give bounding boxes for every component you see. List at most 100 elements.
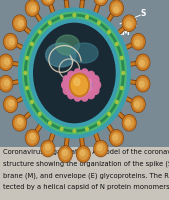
Circle shape [31,42,33,46]
Circle shape [86,15,88,19]
Circle shape [131,96,145,112]
Circle shape [60,127,63,131]
Circle shape [13,15,26,31]
Circle shape [1,57,10,68]
Circle shape [49,21,51,24]
Circle shape [42,0,54,5]
Circle shape [28,3,37,13]
Circle shape [70,81,76,89]
Circle shape [5,59,9,65]
Circle shape [112,3,121,13]
Circle shape [85,79,91,86]
Ellipse shape [56,35,79,55]
Text: RNA: RNA [35,79,51,85]
Circle shape [26,0,39,16]
Circle shape [94,141,108,157]
Circle shape [77,146,90,162]
Circle shape [132,34,144,49]
Ellipse shape [64,71,98,99]
Circle shape [135,40,140,46]
Circle shape [94,0,108,5]
Circle shape [114,7,119,12]
Circle shape [26,130,39,146]
Circle shape [74,93,81,101]
Circle shape [115,42,118,46]
Circle shape [110,131,123,145]
Circle shape [110,130,123,146]
Circle shape [43,143,52,154]
Circle shape [92,76,99,84]
Ellipse shape [71,43,98,63]
Circle shape [0,54,13,70]
Circle shape [18,21,23,26]
Circle shape [43,0,52,3]
Circle shape [96,0,105,3]
Circle shape [4,80,9,86]
Circle shape [28,133,37,143]
Bar [0,0,169,147]
Circle shape [63,86,70,94]
Circle shape [15,18,24,28]
Circle shape [140,60,144,66]
Circle shape [38,112,41,116]
Circle shape [139,81,144,87]
Ellipse shape [46,43,76,67]
Circle shape [63,150,67,156]
Circle shape [15,118,24,128]
Circle shape [134,36,143,47]
Circle shape [135,102,139,107]
Circle shape [0,76,13,92]
Circle shape [95,141,107,156]
Circle shape [112,133,121,143]
Circle shape [18,119,22,124]
Circle shape [4,34,17,49]
Circle shape [98,122,100,125]
Circle shape [1,78,10,89]
Circle shape [31,6,36,11]
Circle shape [74,78,80,86]
Circle shape [4,97,17,112]
Circle shape [80,87,86,94]
Circle shape [74,69,81,77]
Circle shape [122,15,136,31]
Circle shape [80,150,85,156]
Circle shape [63,76,70,84]
Circle shape [31,100,33,104]
Circle shape [42,141,54,156]
Circle shape [136,76,150,92]
Circle shape [24,71,27,75]
Circle shape [122,115,136,131]
Circle shape [125,18,134,28]
Circle shape [46,0,51,1]
Circle shape [108,30,110,34]
Text: brane (M), and envelope (E) glycoproteins. The RNA is pro-: brane (M), and envelope (E) glycoprotein… [3,172,169,179]
Circle shape [73,129,76,133]
Circle shape [120,56,123,60]
Circle shape [137,76,149,91]
Circle shape [122,71,125,75]
Circle shape [4,96,17,112]
Circle shape [59,147,71,161]
Circle shape [136,54,150,70]
Circle shape [13,115,26,131]
Circle shape [26,1,39,15]
Circle shape [88,71,94,79]
Circle shape [126,120,130,125]
Circle shape [134,99,143,110]
Circle shape [86,127,88,131]
Circle shape [113,135,118,140]
Circle shape [59,146,72,162]
Circle shape [60,15,63,19]
Circle shape [110,1,123,15]
Text: Coronavirus organization. A model of the coronavirus: Coronavirus organization. A model of the… [3,149,169,155]
Circle shape [108,112,110,116]
Circle shape [25,15,123,131]
Circle shape [4,34,17,50]
Circle shape [0,55,12,70]
Circle shape [126,22,131,27]
Circle shape [45,144,50,150]
Circle shape [120,86,123,90]
Circle shape [38,30,41,34]
Circle shape [62,81,68,89]
Circle shape [30,134,35,139]
